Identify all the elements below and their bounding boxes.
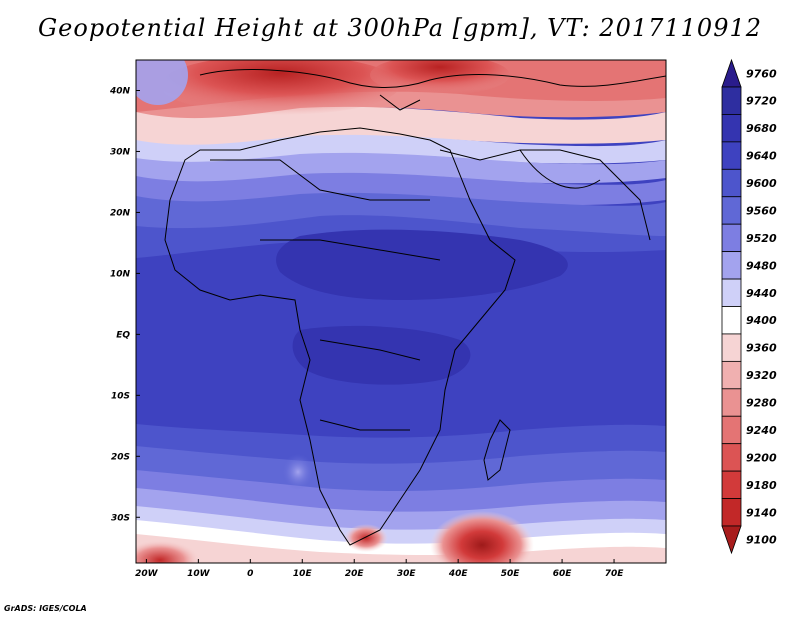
colorbar-label: 9360 xyxy=(746,342,777,355)
colorbar-label: 9200 xyxy=(746,451,777,464)
footer-credit: GrADS: IGES/COLA xyxy=(4,604,87,613)
latitude-ticks: 40N 30N 20N 10N EQ 10S 20S 30S xyxy=(109,86,140,523)
colorbar-cell xyxy=(721,525,742,555)
colorbar-cell xyxy=(721,86,742,115)
colorbar-cell xyxy=(721,141,742,170)
lon-tick-label: 0 xyxy=(247,569,253,579)
lon-tick-label: 20W xyxy=(135,569,159,579)
colorbar-cell xyxy=(721,306,742,335)
lat-tick-label: 20S xyxy=(111,452,130,462)
colorbar-cell xyxy=(721,360,742,390)
lat-tick-label: 20N xyxy=(110,208,131,218)
lat-tick-label: 40N xyxy=(109,86,131,96)
colorbar-label: 9140 xyxy=(746,506,777,519)
colorbar-label: 9520 xyxy=(746,232,777,245)
colorbar-label: 9400 xyxy=(746,314,777,327)
colorbar-label: 9560 xyxy=(746,204,777,217)
colorbar-cell xyxy=(721,251,742,280)
lat-tick-label: 10N xyxy=(110,269,131,279)
height-field xyxy=(136,60,666,563)
colorbar-cell xyxy=(721,388,742,417)
map-title: Geopotential Height at 300hPa [gpm], VT:… xyxy=(38,14,762,42)
lon-tick-label: 20E xyxy=(345,569,365,579)
colorbar-label: 9480 xyxy=(746,259,777,272)
colorbar-label: 9180 xyxy=(746,479,777,492)
lon-tick-label: 10W xyxy=(187,569,211,579)
longitude-ticks: 20W 10W 0 10E 20E 30E 40E 50E 60E 70E xyxy=(135,559,624,579)
lon-tick-label: 10E xyxy=(293,569,313,579)
map-frame xyxy=(135,59,667,564)
lon-tick-label: 40E xyxy=(448,569,469,579)
colorbar-label: 9320 xyxy=(746,369,777,382)
colorbar-cell xyxy=(721,168,742,198)
colorbar-cell xyxy=(721,223,742,253)
lon-tick-label: 60E xyxy=(553,569,573,579)
colorbar-label: 9720 xyxy=(746,95,777,108)
lon-tick-label: 70E xyxy=(605,569,625,579)
colorbar-label: 9240 xyxy=(746,424,777,437)
lon-tick-label: 30E xyxy=(397,569,417,579)
lat-tick-label: 10S xyxy=(111,391,130,401)
colorbar-cell xyxy=(721,278,742,307)
coastlines xyxy=(164,69,666,546)
lat-tick-label: EQ xyxy=(116,330,130,340)
colorbar-label: 9440 xyxy=(746,287,777,300)
colorbar-label: 9680 xyxy=(746,122,777,135)
lat-tick-label: 30S xyxy=(111,513,130,523)
colorbar-label: 9280 xyxy=(746,397,777,410)
colorbar-label: 9100 xyxy=(746,534,777,547)
colorbar-label: 9640 xyxy=(746,150,777,163)
colorbar-cell xyxy=(721,333,742,362)
colorbar-cell xyxy=(721,498,742,527)
colorbar-label: 9760 xyxy=(746,67,777,80)
colorbar-cell xyxy=(721,415,742,445)
colorbar-cell xyxy=(721,58,742,88)
colorbar-cell xyxy=(721,196,742,225)
colorbar-label: 9600 xyxy=(746,177,777,190)
lon-tick-label: 50E xyxy=(501,569,521,579)
colorbar-cell xyxy=(721,114,742,143)
colorbar-cell xyxy=(721,470,742,499)
colorbar-cell xyxy=(721,443,742,472)
lat-tick-label: 30N xyxy=(110,147,131,157)
